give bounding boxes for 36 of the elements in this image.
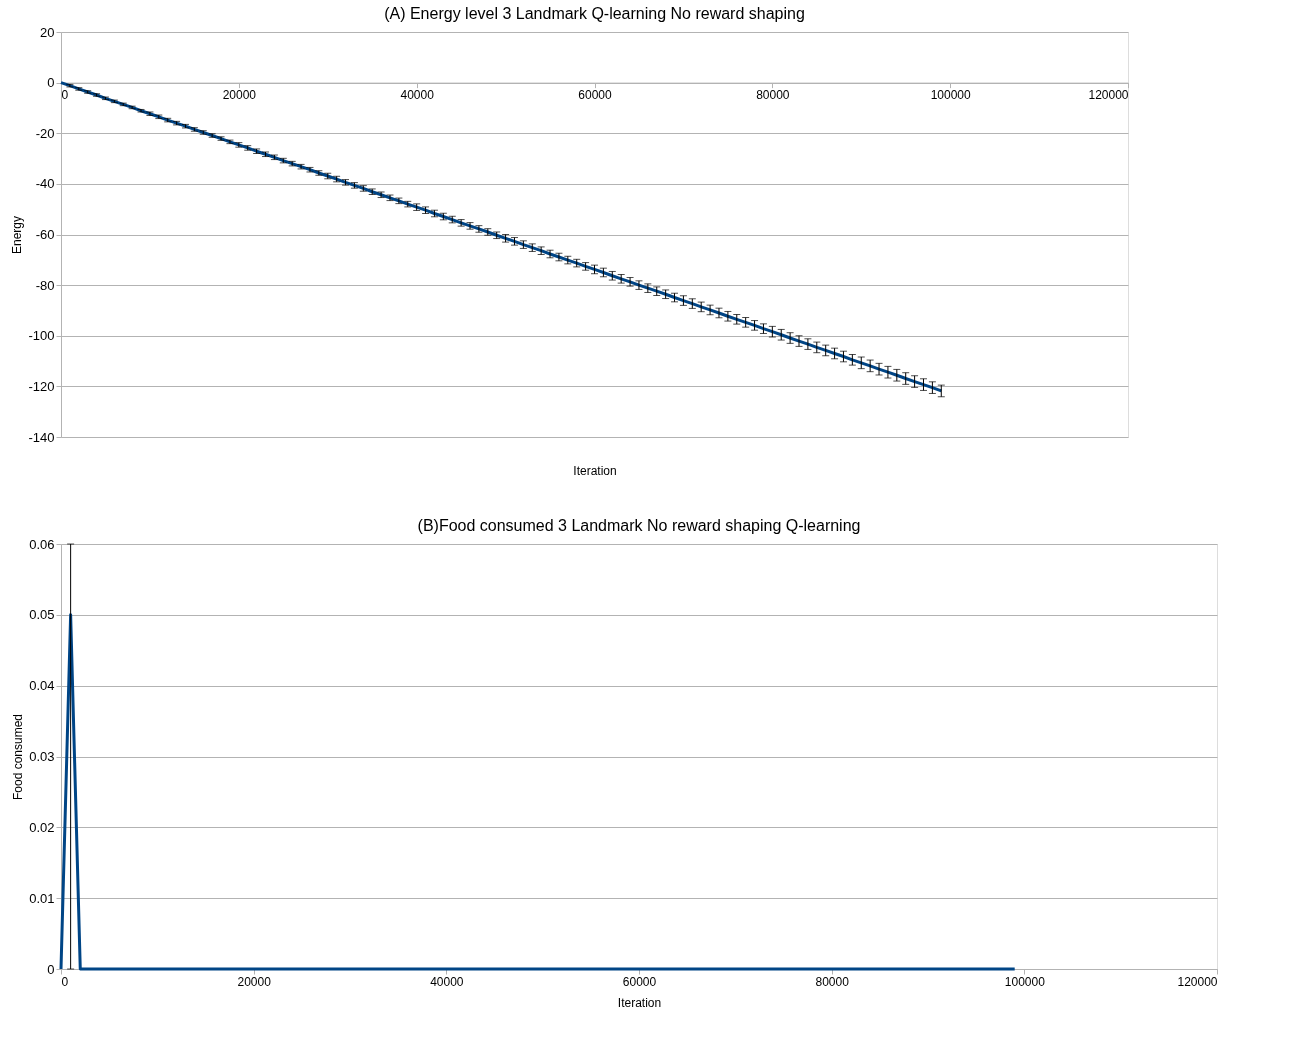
y-tick-label: -140 [28, 429, 55, 445]
y-tick-label: -100 [28, 328, 55, 344]
x-tick-label: 60000 [578, 88, 613, 103]
x-tick-label: 40000 [400, 88, 435, 103]
x-tick-label: 100000 [1004, 974, 1046, 989]
y-tick-label: -80 [35, 277, 55, 293]
y-tick-label: -20 [35, 125, 55, 141]
x-tick-label: 80000 [756, 88, 790, 103]
y-axis-title: Energy [10, 215, 25, 255]
y-tick-label: 0.06 [29, 536, 55, 552]
y-tick-label: 0 [47, 75, 55, 91]
x-tick-label: 100000 [930, 88, 972, 103]
x-tick-label: 120000 [1177, 974, 1218, 989]
x-axis-title: Iteration [617, 995, 662, 1010]
x-tick-label: 20000 [237, 974, 272, 989]
y-tick-label: 0.04 [29, 678, 55, 694]
y-axis-title: Food consumed [11, 713, 26, 801]
x-tick-label: 0 [61, 88, 69, 103]
x-tick-label: 20000 [222, 88, 257, 103]
chart-title: (B)Food consumed 3 Landmark No reward shaping Q-learning [417, 517, 861, 534]
x-tick-label: 40000 [430, 974, 464, 989]
chart-title: (A) Energy level 3 Landmark Q-learning No reward shaping [384, 5, 805, 22]
y-tick-label: 20 [40, 24, 55, 40]
y-tick-label: 0.05 [29, 607, 55, 623]
x-tick-label: 80000 [815, 974, 850, 989]
x-tick-label: 0 [61, 974, 69, 989]
y-tick-label: 0.03 [29, 749, 55, 764]
y-tick-label: -40 [35, 176, 55, 192]
x-axis-title: Iteration [573, 463, 617, 478]
x-tick-label: 120000 [1088, 88, 1129, 103]
y-tick-label: 0 [47, 961, 55, 977]
y-tick-label: -60 [35, 227, 55, 242]
x-tick-label: 60000 [622, 974, 657, 989]
y-tick-label: -120 [28, 378, 55, 394]
y-tick-label: 0.01 [29, 890, 55, 906]
y-tick-label: 0.02 [29, 819, 55, 835]
